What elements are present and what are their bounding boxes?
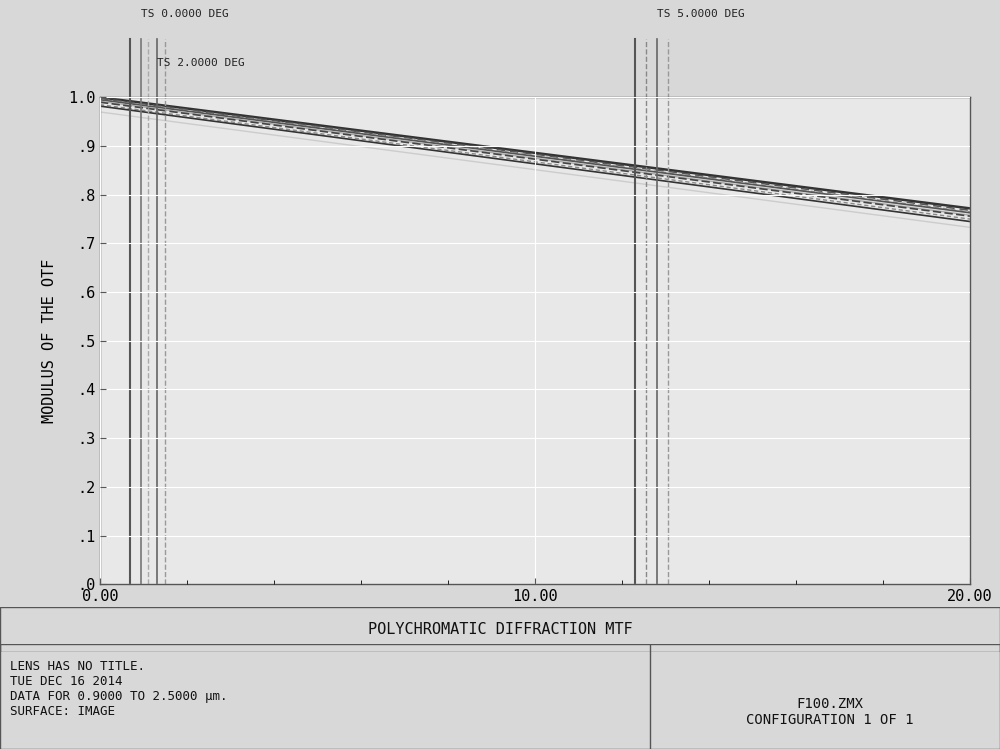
Text: TS 5.0000 DEG: TS 5.0000 DEG [657,10,745,19]
X-axis label: SPATIAL FREQUENCY IN CYCLES PER MILLIMETER: SPATIAL FREQUENCY IN CYCLES PER MILLIMET… [343,613,727,628]
Text: TS 0.0000 DEG: TS 0.0000 DEG [141,10,229,19]
Text: LENS HAS NO TITLE.
TUE DEC 16 2014
DATA FOR 0.9000 TO 2.5000 μm.
SURFACE: IMAGE: LENS HAS NO TITLE. TUE DEC 16 2014 DATA … [10,660,228,718]
Text: TS 2.0000 DEG: TS 2.0000 DEG [157,58,244,68]
Text: F100.ZMX
CONFIGURATION 1 OF 1: F100.ZMX CONFIGURATION 1 OF 1 [746,697,914,727]
Text: POLYCHROMATIC DIFFRACTION MTF: POLYCHROMATIC DIFFRACTION MTF [368,622,632,637]
Y-axis label: MODULUS OF THE OTF: MODULUS OF THE OTF [42,258,57,423]
